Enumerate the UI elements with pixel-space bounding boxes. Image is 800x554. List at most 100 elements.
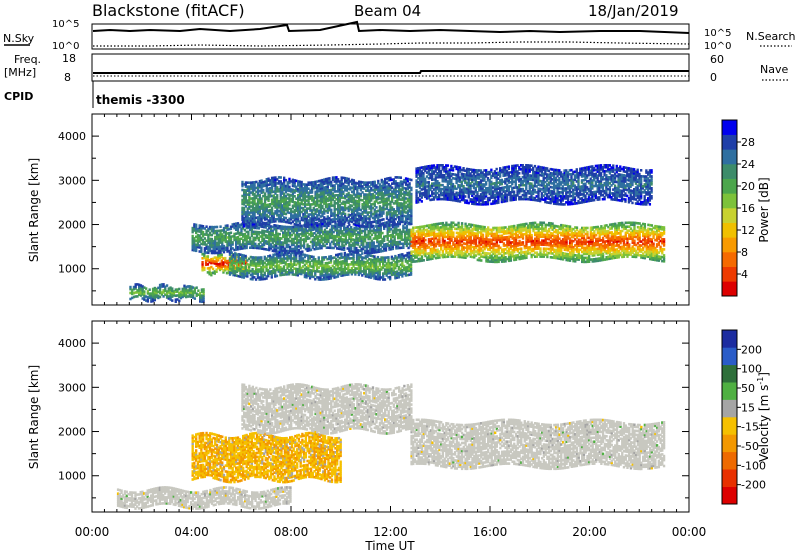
- heatmap-cell: [249, 228, 252, 232]
- heatmap-cell: [355, 240, 358, 244]
- heatmap-cell: [331, 214, 335, 217]
- heatmap-cell: [316, 192, 319, 195]
- heatmap-cell: [357, 212, 361, 215]
- heatmap-cell: [382, 262, 385, 265]
- heatmap-cell: [206, 255, 210, 258]
- heatmap-cell: [366, 213, 369, 216]
- heatmap-cell: [485, 244, 488, 247]
- heatmap-cell: [321, 188, 324, 192]
- heatmap-cell: [330, 190, 333, 194]
- heatmap-cell: [373, 184, 376, 188]
- heatmap-cell: [374, 229, 377, 232]
- heatmap-cell: [335, 261, 338, 265]
- heatmap-cell: [377, 244, 381, 247]
- heatmap-cell: [403, 226, 407, 230]
- heatmap-cell: [169, 296, 172, 299]
- heatmap-cell: [222, 230, 226, 234]
- heatmap-cell: [341, 222, 344, 225]
- heatmap-cell: [323, 190, 326, 193]
- heatmap-cell: [318, 231, 321, 234]
- heatmap-cell: [441, 241, 445, 245]
- heatmap-cell: [337, 219, 340, 223]
- heatmap-cell: [369, 270, 373, 273]
- heatmap-cell: [396, 206, 399, 209]
- heatmap-cell: [476, 230, 479, 234]
- heatmap-cell: [440, 228, 443, 231]
- heatmap-cell: [336, 243, 339, 246]
- heatmap-cell: [440, 230, 443, 233]
- heatmap-cell: [251, 268, 254, 271]
- heatmap-cell: [443, 229, 446, 233]
- heatmap-cell: [270, 184, 274, 188]
- heatmap-cell: [352, 255, 355, 258]
- heatmap-cell: [232, 265, 235, 269]
- heatmap-cell: [296, 267, 300, 271]
- heatmap-cell: [462, 234, 465, 237]
- heatmap-cell: [244, 274, 247, 278]
- heatmap-cell: [317, 203, 321, 207]
- heatmap-cell: [243, 216, 246, 220]
- heatmap-cell: [387, 256, 390, 259]
- heatmap-cell: [352, 207, 356, 210]
- heatmap-feature-5: [410, 221, 666, 264]
- heatmap-cell: [369, 235, 372, 239]
- heatmap-cell: [157, 286, 160, 290]
- heatmap-cell: [407, 246, 410, 250]
- heatmap-cell: [302, 232, 306, 235]
- heatmap-cell: [357, 202, 361, 205]
- heatmap-cell: [363, 211, 366, 214]
- heatmap-cell: [326, 179, 329, 183]
- heatmap-cell: [396, 274, 399, 277]
- heatmap-cell: [215, 270, 218, 273]
- heatmap-cell: [403, 220, 406, 224]
- heatmap-cell: [396, 204, 399, 207]
- heatmap-cell: [388, 246, 391, 249]
- heatmap-cell: [290, 190, 293, 193]
- heatmap-cell: [336, 261, 340, 264]
- heatmap-cell: [244, 183, 248, 186]
- heatmap-cell: [368, 215, 371, 218]
- heatmap-cell: [256, 256, 260, 259]
- heatmap-cell: [281, 198, 284, 201]
- heatmap-cell: [336, 267, 340, 270]
- heatmap-cell: [302, 212, 305, 216]
- heatmap-cell: [389, 194, 392, 198]
- heatmap-cell: [388, 230, 391, 233]
- heatmap-cell: [445, 235, 448, 239]
- heatmap-cell: [214, 231, 217, 235]
- heatmap-cell: [364, 255, 367, 258]
- heatmap-cell: [371, 216, 375, 220]
- heatmap-cell: [460, 252, 464, 255]
- heatmap-cell: [224, 234, 227, 238]
- heatmap-cell: [222, 236, 226, 240]
- heatmap-cell: [387, 177, 390, 180]
- heatmap-cell: [436, 224, 439, 228]
- heatmap-cell: [348, 235, 351, 239]
- heatmap-cell: [369, 251, 372, 255]
- heatmap-cell: [337, 196, 340, 199]
- heatmap-cell: [276, 240, 280, 244]
- heatmap-cell: [490, 242, 493, 246]
- heatmap-cell: [348, 241, 351, 245]
- heatmap-cell: [252, 240, 255, 244]
- heatmap-cell: [398, 218, 401, 221]
- heatmap-cell: [228, 239, 231, 243]
- heatmap-cell: [357, 263, 361, 267]
- heatmap-cell: [320, 234, 323, 238]
- heatmap-cell: [262, 243, 266, 247]
- heatmap-cell: [390, 235, 393, 239]
- heatmap-cell: [280, 247, 283, 250]
- heatmap-cell: [265, 207, 268, 211]
- heatmap-cell: [356, 213, 359, 217]
- heatmap-cell: [332, 236, 335, 240]
- heatmap-cell: [217, 229, 220, 233]
- heatmap-cell: [434, 234, 438, 238]
- heatmap-cell: [329, 275, 333, 278]
- heatmap-cell: [412, 246, 415, 249]
- heatmap-cell: [349, 253, 352, 256]
- heatmap-cell: [481, 255, 485, 259]
- heatmap-cell: [297, 239, 301, 242]
- heatmap-cell: [266, 242, 269, 245]
- heatmap-cell: [296, 239, 299, 242]
- heatmap-cell: [341, 242, 344, 245]
